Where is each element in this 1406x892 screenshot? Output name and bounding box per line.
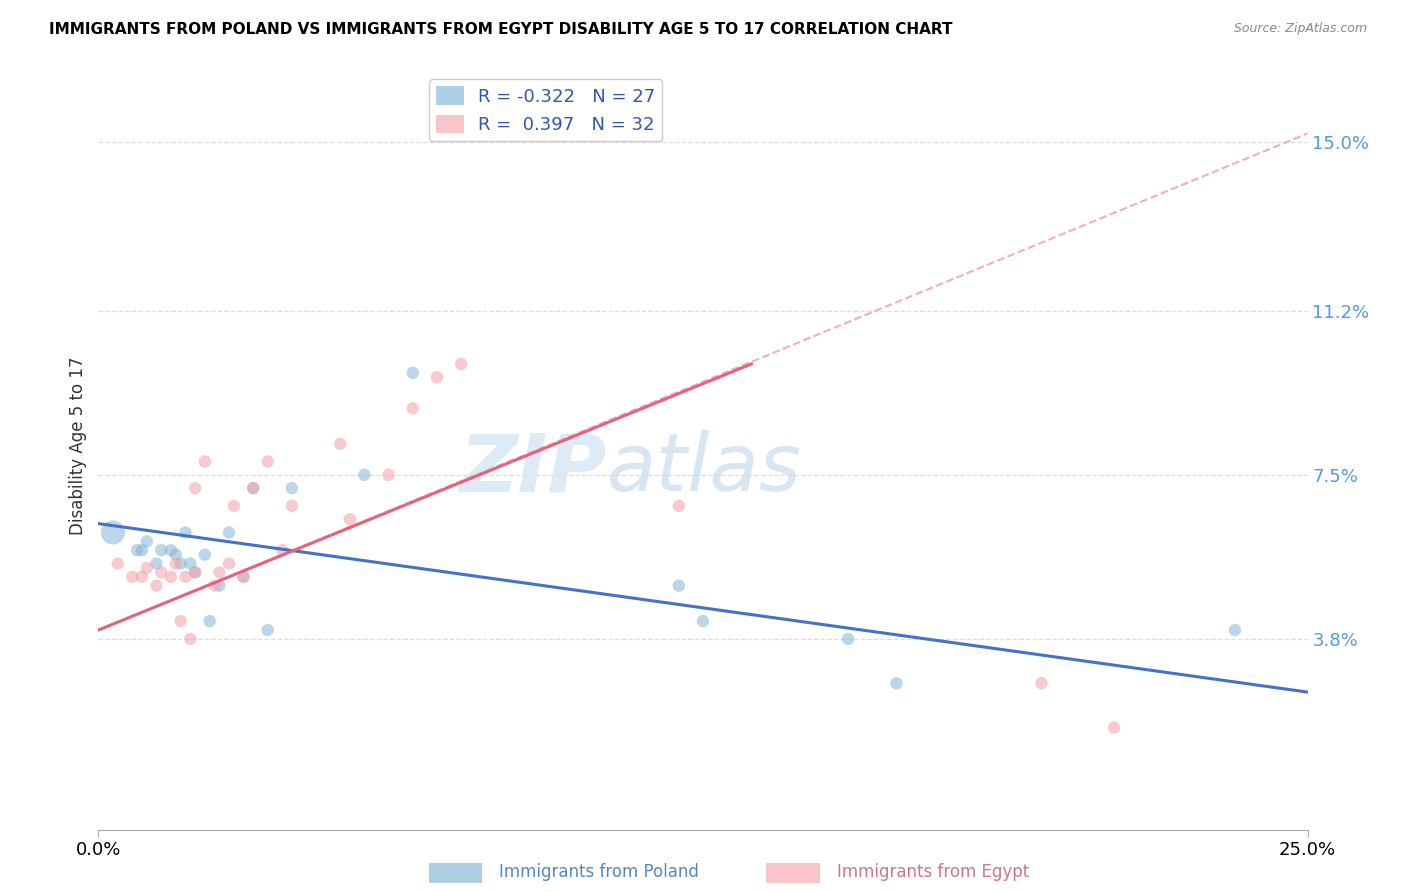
Point <box>426 370 449 384</box>
Point <box>184 566 207 580</box>
Point <box>668 579 690 593</box>
Point <box>837 632 859 646</box>
Text: ZIP: ZIP <box>458 430 606 508</box>
Point <box>242 481 264 495</box>
Point <box>208 579 231 593</box>
Point <box>1102 721 1125 735</box>
Point <box>353 467 375 482</box>
Point <box>160 543 183 558</box>
Point <box>150 566 173 580</box>
Point <box>179 632 201 646</box>
Point <box>107 557 129 571</box>
Point <box>256 454 278 468</box>
Legend: R = -0.322   N = 27, R =  0.397   N = 32: R = -0.322 N = 27, R = 0.397 N = 32 <box>429 79 662 141</box>
Point <box>165 557 187 571</box>
Point <box>145 557 167 571</box>
Text: Immigrants from Egypt: Immigrants from Egypt <box>837 863 1029 881</box>
Text: atlas: atlas <box>606 430 801 508</box>
Point <box>127 543 149 558</box>
Text: Source: ZipAtlas.com: Source: ZipAtlas.com <box>1233 22 1367 36</box>
Point <box>402 366 425 380</box>
Point <box>184 481 207 495</box>
Point <box>165 548 187 562</box>
Point <box>692 614 714 628</box>
Point <box>101 525 124 540</box>
Point <box>208 566 231 580</box>
Text: IMMIGRANTS FROM POLAND VS IMMIGRANTS FROM EGYPT DISABILITY AGE 5 TO 17 CORRELATI: IMMIGRANTS FROM POLAND VS IMMIGRANTS FRO… <box>49 22 953 37</box>
Point <box>145 579 167 593</box>
Point <box>339 512 361 526</box>
Point <box>232 570 254 584</box>
Point <box>281 499 304 513</box>
Point <box>198 614 221 628</box>
Point <box>194 548 217 562</box>
Point <box>131 570 153 584</box>
Point <box>329 437 352 451</box>
Point <box>668 499 690 513</box>
Point <box>242 481 264 495</box>
Point <box>232 570 254 584</box>
Point <box>886 676 908 690</box>
Point <box>450 357 472 371</box>
Point <box>135 561 157 575</box>
Point <box>184 566 207 580</box>
Point <box>1031 676 1053 690</box>
Point <box>179 557 201 571</box>
Point <box>402 401 425 416</box>
Text: Immigrants from Poland: Immigrants from Poland <box>499 863 699 881</box>
Point <box>271 543 294 558</box>
Point <box>169 557 191 571</box>
Point <box>1223 623 1246 637</box>
Point <box>135 534 157 549</box>
Point <box>194 454 217 468</box>
Point <box>169 614 191 628</box>
Point <box>131 543 153 558</box>
Point <box>218 557 240 571</box>
Point <box>218 525 240 540</box>
Point <box>204 579 226 593</box>
Point <box>160 570 183 584</box>
Point <box>121 570 143 584</box>
Point <box>222 499 245 513</box>
Point <box>281 481 304 495</box>
Point <box>174 525 197 540</box>
Point <box>256 623 278 637</box>
Point <box>377 467 399 482</box>
Point <box>150 543 173 558</box>
Point <box>174 570 197 584</box>
Y-axis label: Disability Age 5 to 17: Disability Age 5 to 17 <box>69 357 87 535</box>
